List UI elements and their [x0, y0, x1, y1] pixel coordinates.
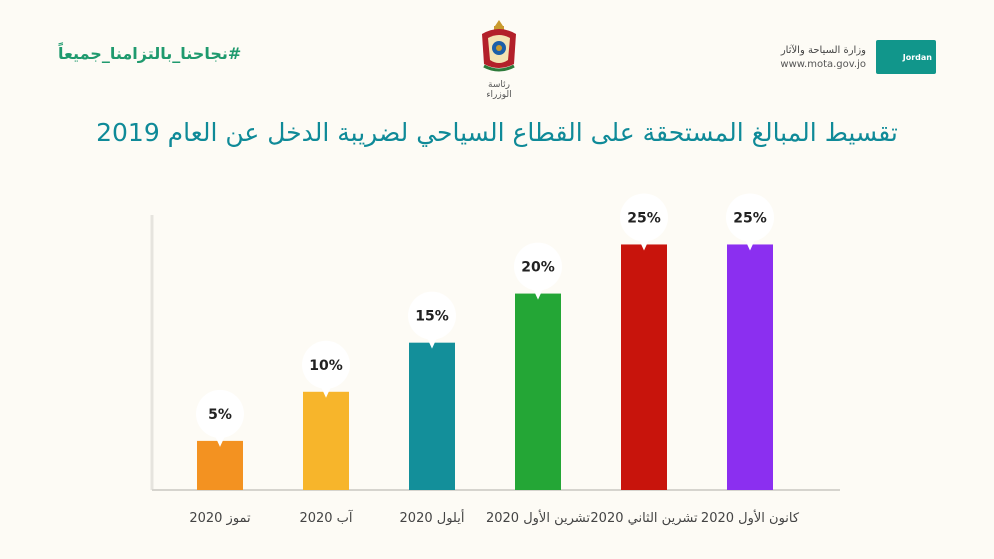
- bar-label-pointer-1: [320, 384, 332, 398]
- bar-value-label-3: 20%: [521, 260, 555, 276]
- bar-label-bubble-5: [726, 193, 774, 242]
- bar-2: [409, 342, 455, 490]
- bar-value-label-1: 10%: [309, 358, 343, 374]
- bar-5: [727, 244, 773, 490]
- jordan-logo-badge: Jordan: [876, 40, 936, 74]
- bar-label-bubble-4: [620, 193, 668, 242]
- bar-label-bubble-0: [196, 389, 244, 438]
- ministry-branding: وزارة السياحة والآثار www.mota.gov.jo Jo…: [780, 40, 936, 74]
- x-tick-label-5: كانون الأول 2020: [701, 509, 800, 526]
- bar-4: [621, 244, 667, 490]
- bar-1: [303, 391, 349, 490]
- bar-value-label-5: 25%: [733, 210, 767, 226]
- hashtag-text: #نجاحنا_بالتزامنا_جميعاً: [58, 44, 242, 63]
- x-tick-label-1: آب 2020: [299, 509, 353, 526]
- coat-of-arms-icon: [482, 20, 516, 72]
- center-logo-caption: رئاسة الوزراء: [486, 80, 512, 100]
- jordan-logo-text: Jordan: [902, 52, 932, 62]
- bar-label-bubble-3: [514, 242, 562, 291]
- x-tick-label-3: تشرين الأول 2020: [486, 509, 590, 526]
- bar-label-pointer-5: [744, 237, 756, 251]
- ministry-url: www.mota.gov.jo: [780, 58, 866, 70]
- ministry-name: وزارة السياحة والآثار: [780, 44, 866, 56]
- bar-label-pointer-4: [638, 237, 650, 251]
- bar-label-pointer-0: [214, 433, 226, 447]
- bar-value-label-4: 25%: [627, 210, 661, 226]
- bar-label-bubble-1: [302, 340, 350, 389]
- chart-title: تقسيط المبالغ المستحقة على القطاع السياح…: [96, 118, 898, 147]
- bar-value-label-0: 5%: [208, 407, 232, 423]
- bar-label-pointer-3: [532, 286, 544, 300]
- bar-value-label-2: 15%: [415, 309, 449, 325]
- bar-0: [197, 440, 243, 490]
- coat-of-arms-logo: رئاسة الوزراء: [474, 16, 524, 100]
- bar-3: [515, 293, 561, 490]
- x-tick-label-0: تموز 2020: [189, 511, 251, 526]
- x-tick-label-2: أيلول 2020: [400, 509, 465, 526]
- x-tick-label-4: تشرين الثاني 2020: [590, 511, 698, 526]
- bar-label-pointer-2: [426, 335, 438, 349]
- bar-label-bubble-2: [408, 291, 456, 340]
